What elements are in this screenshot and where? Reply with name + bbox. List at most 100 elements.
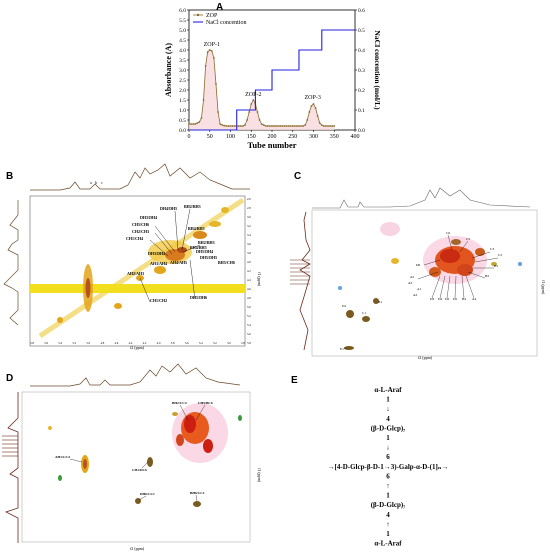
panel-c-left-spectrum <box>299 211 311 351</box>
panel-a-zop-point <box>277 125 280 127</box>
panel-a-zop-point <box>190 123 192 125</box>
panel-d-ann-2: AH1/CC4 <box>55 455 70 459</box>
panel-d-label: D <box>6 373 14 384</box>
panel-b-ann-17: BH4/BH5 <box>188 226 205 231</box>
panel-c-ann-18: D1 <box>342 304 347 308</box>
panel-c-ann-1: D6 <box>416 263 421 267</box>
panel-a-zop-point <box>194 123 197 125</box>
panel-c-ann-13: D2 <box>445 297 450 301</box>
panel-c-ylabel: f1 (ppm) <box>541 280 546 295</box>
panel-a-peak-label: ZOP-3 <box>304 95 320 101</box>
panel-e-structure-line: (β-D-Glcp)₇ <box>371 501 406 509</box>
panel-a-zop-point <box>246 119 248 121</box>
panel-a-zop-point <box>198 121 201 123</box>
panel-a-ytick-label: 3.0 <box>179 68 186 74</box>
panel-b-ann-10: AH4/AH5 <box>170 260 187 265</box>
panel-b-scale-c: c <box>101 180 103 185</box>
panel-c-ann-19: C1 <box>362 311 366 315</box>
panel-a-ytick-label: 2.5 <box>179 78 186 84</box>
panel-a-zop-point <box>275 125 278 127</box>
panel-d-top-spectrum <box>30 363 241 387</box>
panel-a-zop-point <box>196 122 199 124</box>
panel-d-cross-peaks <box>48 403 242 507</box>
panel-b-ann-7: DH5/DH4 <box>196 249 213 254</box>
panel-b-top-spectrum <box>30 163 250 191</box>
panel-a-zop-point <box>271 125 273 127</box>
panel-a-zop-point <box>314 107 317 109</box>
panel-c-ann-9: A1 <box>417 287 422 291</box>
panel-c-ann-4: C2 <box>498 253 502 257</box>
panel-a-ytick-label: 5.5 <box>179 18 186 24</box>
panel-a-zop-point <box>188 123 190 125</box>
panel-b-xtick-label: 4.4 <box>129 341 133 345</box>
panel-b-ytick-label: 4.4 <box>247 278 251 282</box>
panel-b-ytick-label: 5.6 <box>247 332 251 336</box>
panel-e-structure-line: (β-D-Glcp)₇ <box>371 424 406 432</box>
panel-a-zop-point <box>302 125 305 127</box>
panel-a-xtick-label: 50 <box>207 134 213 140</box>
panel-a-zop-point <box>215 83 217 85</box>
panel-a-xtick-label: 150 <box>247 134 256 140</box>
panel-c-ann-5: B5 <box>494 264 498 268</box>
panel-c-ann-16: A4 <box>472 297 477 301</box>
panel-a-zop-point <box>227 125 230 127</box>
panel-b-ytick-label: 4.2 <box>247 269 251 273</box>
panel-a-xtick-label: 200 <box>268 134 277 140</box>
panel-b-ytick-label: 5.8 <box>247 341 251 345</box>
panel-a-zop-point <box>306 119 309 121</box>
panel-e-structure-line: 6 <box>386 453 390 461</box>
panel-b-ytick-label: 3.2 <box>247 224 251 228</box>
panel-d-hmbc-spectrum: BH2/CC4 CH5/BC6 AH1/CC4 CH1/DC6 DH6/CC1 … <box>2 363 262 551</box>
panel-b-hsqc-spectrum: a b c DH4/DH5 BH2/BH3 CH5/CH6 DH3/DH4 CH… <box>3 163 262 350</box>
panel-e-structure-line: ↑ <box>386 482 390 490</box>
panel-e-structure-line: 6 <box>386 472 390 480</box>
panel-a-zop-point <box>233 125 236 127</box>
panel-a-zop-point <box>266 125 269 127</box>
panel-a-zop-point <box>260 123 263 125</box>
panel-a-ytick-label: 1.0 <box>179 108 186 114</box>
panel-b-ytick-label: 5.2 <box>247 314 251 318</box>
panel-a-zop-point <box>213 57 215 59</box>
panel-a-ytick-label: 0.0 <box>179 128 186 134</box>
panel-c-ann-10: A2 <box>413 293 418 297</box>
panel-b-ytick-label: 3.6 <box>247 242 251 246</box>
panel-b-ytick-label: 4.6 <box>247 287 251 291</box>
panel-b-xtick-label: 5.4 <box>58 341 62 345</box>
panel-d-ann-5: BH6/CC1 <box>190 491 205 495</box>
panel-b-ytick-label: 3.4 <box>247 233 251 237</box>
panel-b-scale-b: b <box>95 180 97 185</box>
panel-b-ann-4: CH2/CH3 <box>132 229 149 234</box>
panel-c-ann-20: B1 <box>378 300 382 304</box>
panel-b-ann-14: DH5/DH5 <box>200 255 217 260</box>
panel-a-ytick-label: 4.0 <box>179 48 186 54</box>
panel-b-diagonal <box>38 197 245 339</box>
panel-a-zop-point <box>331 125 334 127</box>
panel-a-zop-point <box>248 111 251 113</box>
panel-a-peak-label: ZOP-2 <box>245 92 261 98</box>
panel-a-zop-point <box>273 125 275 127</box>
panel-b-xtick-label: 4.6 <box>115 341 119 345</box>
panel-a-zop-point <box>262 124 265 126</box>
panel-a-zop-point <box>329 125 331 127</box>
panel-e-structure-line: ↓ <box>386 444 390 452</box>
panel-d-ann-0: BH2/CC4 <box>172 401 187 405</box>
panel-a-ytick-label: 4.5 <box>179 38 186 44</box>
panel-e-structure-line: 4 <box>386 415 390 423</box>
panel-a-ytick-right-label: 0.5 <box>358 28 365 34</box>
panel-a-xtick-label: 350 <box>330 134 339 140</box>
panel-c-ann-2: C3 <box>490 247 494 251</box>
panel-e-structure-line: α-L-Araf <box>374 386 402 394</box>
panel-a-zop-point <box>237 125 240 127</box>
panel-c-ann-12: D4 <box>438 297 443 301</box>
panel-a-zop-point <box>316 115 319 117</box>
panel-a-ylabel: Absorbance (A) <box>165 43 173 97</box>
panel-c-hmbc-spectrum: C6 D6 C3 C5 C2 B5 B2 A5 A3 A1 A2 D3 D4 D… <box>290 187 546 360</box>
panel-b-xtick-label: 3.8 <box>171 341 175 345</box>
panel-b-xlabel: f2 (ppm) <box>130 345 145 350</box>
panel-d-ylabel: f1 (ppm) <box>257 468 262 483</box>
panel-a-xtick-label: 300 <box>309 134 318 140</box>
panel-d-left-spectrum <box>4 392 19 543</box>
panel-a-xlabel: Tube number <box>247 140 296 150</box>
panel-a-zop-point <box>256 111 259 113</box>
panel-e-structure-line: α-L-Araf <box>374 540 402 548</box>
